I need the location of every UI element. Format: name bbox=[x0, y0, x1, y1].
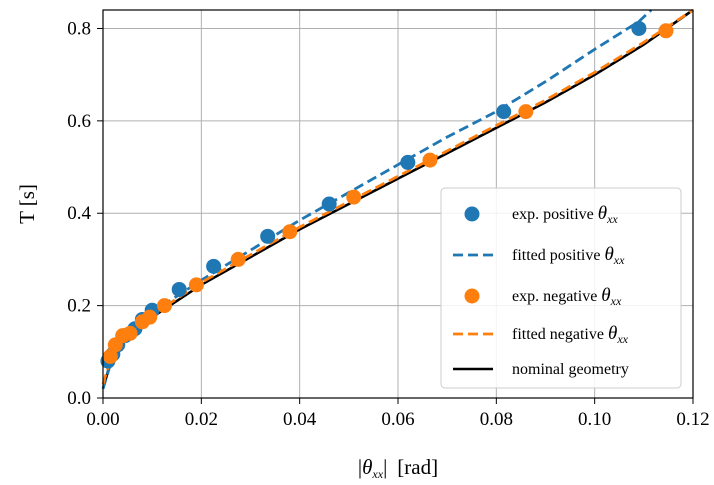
data-point bbox=[171, 281, 187, 297]
y-tick-label: 0.6 bbox=[67, 111, 91, 132]
legend-theta-symbol: θ bbox=[604, 244, 613, 265]
data-point bbox=[230, 251, 246, 267]
legend-label-text: exp. negative bbox=[512, 288, 601, 305]
x-axis-label-symbol: θ bbox=[362, 455, 372, 479]
legend-theta-symbol: θ bbox=[608, 323, 617, 344]
x-axis-label: |θxx| [rad] bbox=[358, 455, 438, 481]
y-axis-label: T [s] bbox=[15, 184, 39, 224]
legend-label: nominal geometry bbox=[512, 361, 629, 378]
x-tick-label: 0.02 bbox=[185, 409, 218, 430]
legend-theta-subscript: xx bbox=[606, 212, 618, 226]
legend-marker bbox=[464, 288, 480, 304]
legend-label-text: fitted positive bbox=[512, 247, 604, 264]
legend-box bbox=[440, 187, 682, 389]
data-point bbox=[260, 228, 276, 244]
y-tick-label: 0.2 bbox=[67, 296, 91, 317]
x-axis-label-subscript: xx bbox=[371, 467, 383, 481]
legend-theta-subscript: xx bbox=[613, 253, 625, 267]
data-point bbox=[321, 196, 337, 212]
legend-theta-subscript: xx bbox=[610, 294, 622, 308]
x-tick-label: 0.04 bbox=[283, 409, 317, 430]
legend-theta-symbol: θ bbox=[601, 285, 610, 306]
data-point bbox=[142, 309, 158, 325]
data-point bbox=[188, 277, 204, 293]
x-tick-label: 0.00 bbox=[86, 409, 119, 430]
legend-label: fitted positive θxx bbox=[512, 244, 625, 267]
legend-theta-symbol: θ bbox=[598, 203, 607, 224]
x-axis-label-bar-left: | bbox=[358, 455, 362, 479]
legend-label-text: exp. positive bbox=[512, 206, 598, 223]
y-tick-label: 0.0 bbox=[67, 388, 91, 409]
data-point bbox=[400, 154, 416, 170]
legend-label: exp. negative θxx bbox=[512, 285, 622, 308]
legend-label: fitted negative θxx bbox=[512, 323, 629, 346]
legend-label: exp. positive θxx bbox=[512, 203, 618, 226]
data-point bbox=[631, 20, 647, 36]
series-points bbox=[100, 20, 674, 369]
legend-label-text: nominal geometry bbox=[512, 361, 629, 378]
data-point bbox=[496, 104, 512, 120]
y-tick-label: 0.4 bbox=[67, 203, 91, 224]
data-point bbox=[658, 23, 674, 39]
legend-marker bbox=[464, 206, 480, 222]
data-point bbox=[122, 325, 138, 341]
x-axis-label-bar-right: | bbox=[383, 455, 387, 479]
x-tick-label: 0.08 bbox=[480, 409, 513, 430]
data-point bbox=[422, 152, 438, 168]
x-axis-label-unit: [rad] bbox=[397, 455, 438, 479]
x-tick-label: 0.12 bbox=[676, 409, 709, 430]
legend-label-text: fitted negative bbox=[512, 326, 608, 343]
legend-theta-subscript: xx bbox=[616, 332, 628, 346]
data-point bbox=[102, 348, 118, 364]
data-point bbox=[346, 189, 362, 205]
x-tick-label: 0.06 bbox=[381, 409, 414, 430]
data-point bbox=[206, 258, 222, 274]
ticks: 0.00 0.02 0.04 0.06 0.08 0.10 0.12 0.0 0.2 0.4 0.6… bbox=[67, 18, 709, 430]
data-point bbox=[518, 104, 534, 120]
y-tick-label: 0.8 bbox=[67, 18, 91, 39]
x-tick-label: 0.10 bbox=[578, 409, 611, 430]
data-point bbox=[156, 298, 172, 314]
data-point bbox=[282, 224, 298, 240]
